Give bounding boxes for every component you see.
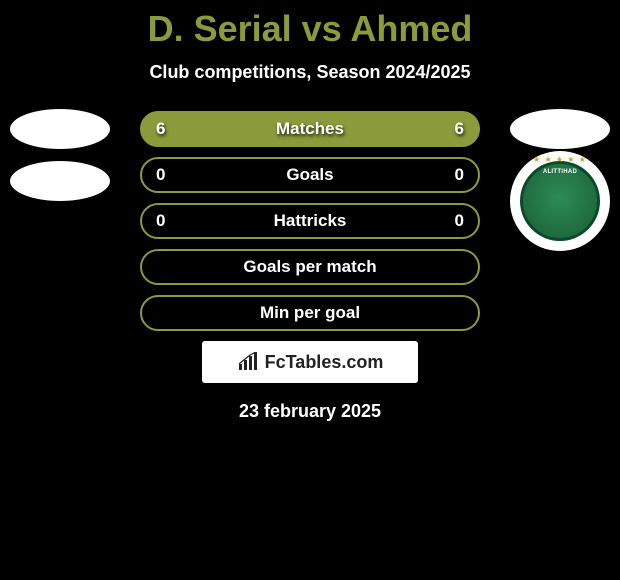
player-right-badge-1 <box>510 109 610 149</box>
crest-stars-icon: ★ ★ ★ ★ ★ <box>533 155 587 164</box>
stat-label: Min per goal <box>186 303 434 323</box>
stat-value-left: 6 <box>156 119 186 139</box>
stat-row: 6Matches6 <box>140 111 480 147</box>
stat-value-right: 6 <box>434 119 464 139</box>
brand-box[interactable]: FcTables.com <box>202 341 418 383</box>
stat-label: Goals per match <box>186 257 434 277</box>
stat-row: 0Goals0 <box>140 157 480 193</box>
page-title: D. Serial vs Ahmed <box>0 0 620 50</box>
stats-area: ★ ★ ★ ★ ★ ALITTIHAD 6Matches60Goals00Hat… <box>0 111 620 331</box>
stat-value-right: 0 <box>434 165 464 185</box>
club-crest-inner: ★ ★ ★ ★ ★ ALITTIHAD <box>520 161 600 241</box>
player-left-badge-2 <box>10 161 110 201</box>
stat-label: Hattricks <box>186 211 434 231</box>
subtitle: Club competitions, Season 2024/2025 <box>0 62 620 83</box>
stat-value-left: 0 <box>156 165 186 185</box>
stat-value-left: 0 <box>156 211 186 231</box>
stat-row: Min per goal <box>140 295 480 331</box>
crest-text: ALITTIHAD <box>523 169 597 175</box>
player-left-badge-1 <box>10 109 110 149</box>
stat-value-right: 0 <box>434 211 464 231</box>
stat-label: Goals <box>186 165 434 185</box>
stat-row: Goals per match <box>140 249 480 285</box>
brand-chart-icon <box>237 352 261 372</box>
stat-row: 0Hattricks0 <box>140 203 480 239</box>
stat-label: Matches <box>186 119 434 139</box>
club-crest-right: ★ ★ ★ ★ ★ ALITTIHAD <box>510 151 610 251</box>
brand-text: FcTables.com <box>265 352 384 373</box>
date-line: 23 february 2025 <box>0 401 620 422</box>
